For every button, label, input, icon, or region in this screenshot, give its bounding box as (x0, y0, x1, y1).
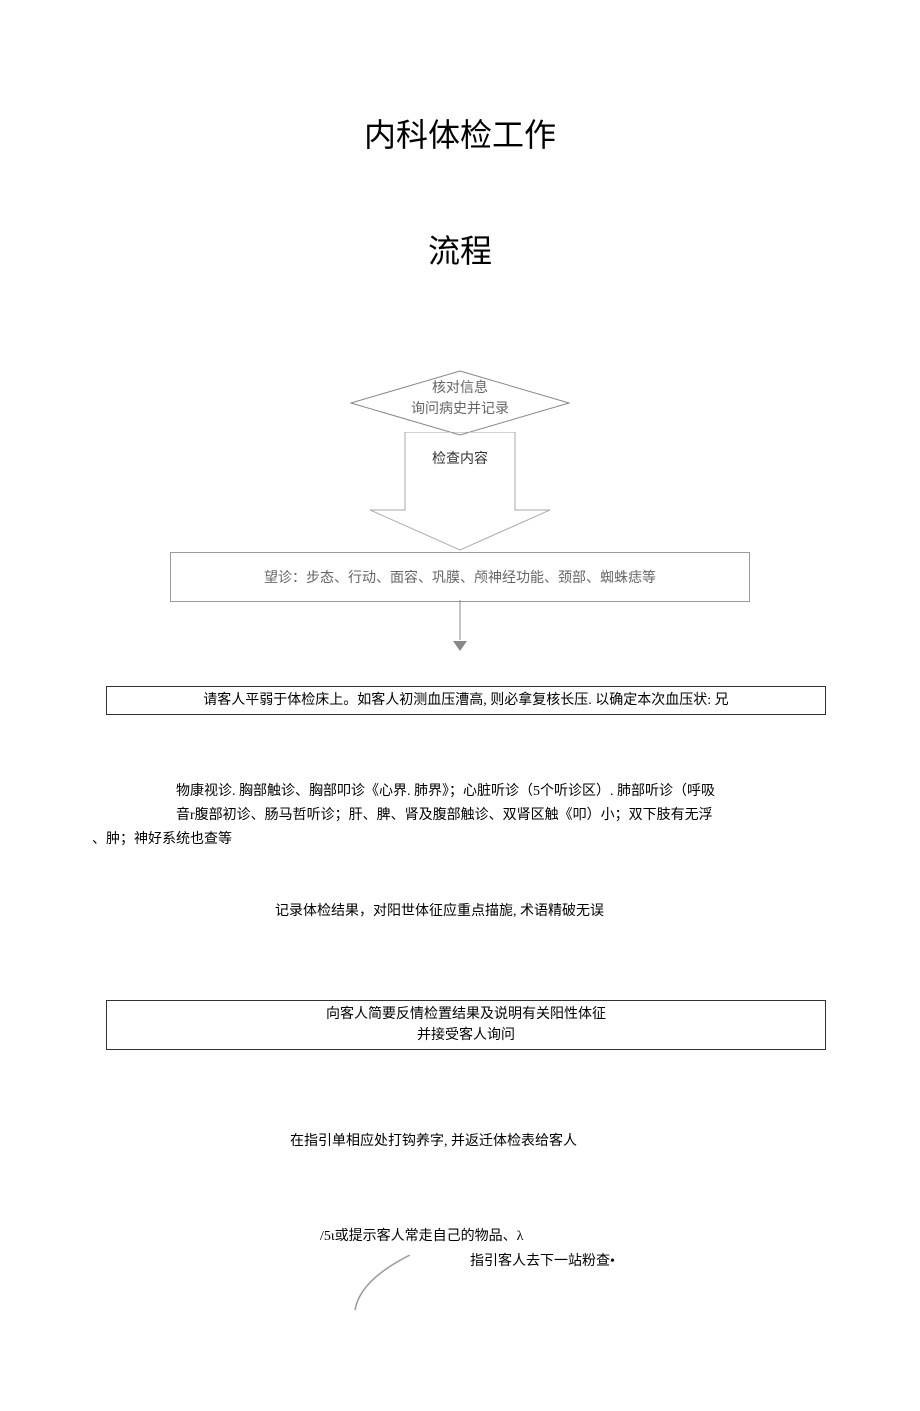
step-box-2-line1: 向客人简要反情检置结果及说明有关阳性体征 (326, 1007, 606, 1022)
step-box-1: 请客人平弱于体检床上。如客人初测血压漕高, 则必拿复核长压. 以确定本次血压状:… (106, 686, 826, 715)
diamond-line1: 核对信息 (432, 381, 488, 396)
subtitle: 流程 (0, 226, 920, 272)
para-line3: 、肿；神好系统也查等 (92, 828, 808, 852)
paragraph-block: 物康视诊. 胸部触诊、胸部叩诊《心界. 肺界》；心脏听诊（5个听诊区）. 肺部听… (148, 780, 808, 851)
diamond-label: 核对信息 询问病史并记录 (411, 378, 509, 420)
para-line2: 音r腹部初诊、肠马哲听诊；肝、脾、肾及腹部触诊、双肾区触《叩）小；双下肢有无浮 (148, 804, 808, 828)
step-box-2: 向客人简要反情检置结果及说明有关阳性体征 并接受客人询问 (106, 1000, 826, 1050)
step-box-1-text: 请客人平弱于体检床上。如客人初测血压漕高, 则必拿复核长压. 以确定本次血压状:… (203, 693, 728, 708)
step-text-4: 指引客人去下一站粉查• (470, 1250, 615, 1274)
main-title: 内科体检工作 (0, 110, 920, 156)
diamond-line2: 询问病史并记录 (411, 402, 509, 417)
connector-line (460, 600, 461, 640)
para-line1: 物康视诊. 胸部触诊、胸部叩诊《心界. 肺界》；心脏听诊（5个听诊区）. 肺部听… (148, 780, 808, 804)
curve-shape (350, 1255, 430, 1320)
step-text-2: 在指引单相应处打钩养字, 并返迁体检表给客人 (290, 1130, 577, 1154)
step-text-1: 记录体检结果，对阳世体征应重点描旎, 术语精破无误 (275, 900, 604, 924)
observation-box: 望诊：步态、行动、面容、巩膜、颅神经功能、颈部、蜘蛛痣等 (170, 552, 750, 602)
step-box-2-line2: 并接受客人询问 (417, 1028, 515, 1043)
arrow-label: 检查内容 (432, 448, 488, 468)
arrowhead-icon (453, 638, 467, 656)
step-text-3: /5ι或提示客人常走自己的物品、λ (320, 1225, 523, 1249)
